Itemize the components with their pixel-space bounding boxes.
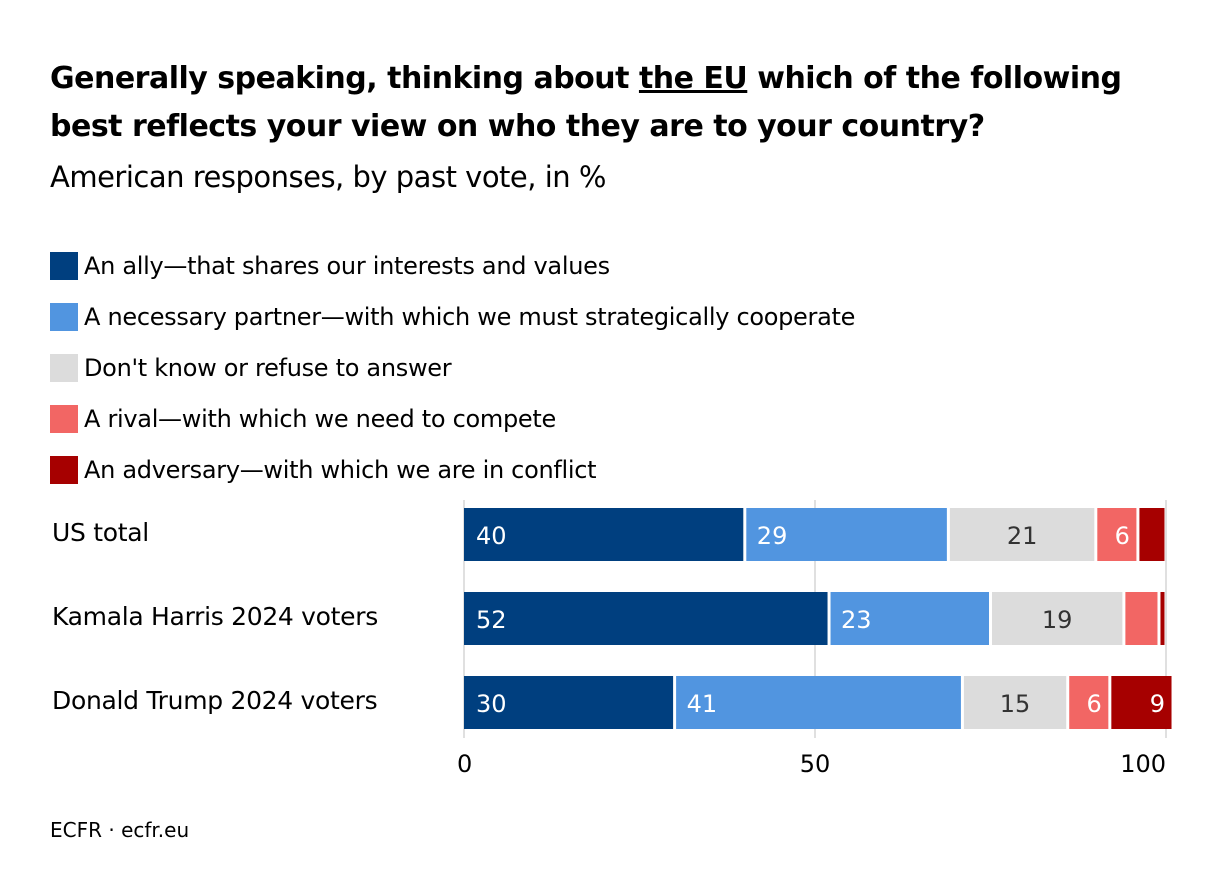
- category-label: US total: [52, 518, 149, 547]
- data-label: 6: [1115, 522, 1130, 550]
- legend-label: Don't know or refuse to answer: [84, 353, 452, 382]
- data-label: 9: [1150, 690, 1165, 718]
- data-label: 41: [687, 690, 718, 718]
- data-label: 21: [1007, 522, 1038, 550]
- bar-segment: [464, 592, 828, 645]
- category-label: Donald Trump 2024 voters: [52, 686, 378, 715]
- legend-swatch: [50, 455, 78, 484]
- legend-swatch: [50, 251, 78, 280]
- bar-segment: [1160, 592, 1165, 645]
- bar-segment: [963, 676, 1067, 729]
- legend-label: An ally—that shares our interests and va…: [84, 251, 610, 280]
- bar-segment: [1097, 508, 1137, 561]
- legend-item: An ally—that shares our interests and va…: [50, 240, 855, 291]
- legend-swatch: [50, 404, 78, 433]
- legend-item: A necessary partner—with which we must s…: [50, 291, 855, 342]
- data-label: 52: [476, 606, 507, 634]
- chart-title: Generally speaking, thinking about the E…: [50, 55, 1200, 151]
- x-tick-label: 50: [800, 750, 831, 778]
- legend-swatch: [50, 302, 78, 331]
- data-label: 6: [1087, 690, 1102, 718]
- title-emphasis: the EU: [638, 61, 748, 96]
- bar-segment: [676, 676, 961, 729]
- legend-label: A necessary partner—with which we must s…: [84, 302, 856, 331]
- data-label: 19: [1042, 606, 1073, 634]
- x-tick-label: 100: [1120, 750, 1166, 778]
- data-label: 29: [757, 522, 788, 550]
- bar-segment: [992, 592, 1123, 645]
- bar-segment: [1139, 508, 1165, 561]
- data-label: 15: [1000, 690, 1031, 718]
- legend-item: An adversary—with which we are in confli…: [50, 444, 855, 495]
- x-tick-label: 0: [457, 750, 472, 778]
- data-label: 30: [476, 690, 507, 718]
- legend-swatch: [50, 353, 78, 382]
- legend-item: Don't know or refuse to answer: [50, 342, 855, 393]
- title-text: which of the following best reflects you…: [50, 61, 1122, 144]
- legend-label: An adversary—with which we are in confli…: [84, 455, 597, 484]
- bar-segment: [949, 508, 1095, 561]
- bar-segment: [464, 676, 674, 729]
- source: ECFR · ecfr.eu: [50, 818, 190, 842]
- legend-item: A rival—with which we need to compete: [50, 393, 855, 444]
- chart-subtitle: American responses, by past vote, in %: [50, 160, 606, 194]
- data-label: 40: [476, 522, 507, 550]
- bar-segment: [1111, 676, 1172, 729]
- title-text: Generally speaking, thinking about: [50, 61, 639, 96]
- bar-segment: [1069, 676, 1109, 729]
- category-label: Kamala Harris 2024 voters: [52, 602, 378, 631]
- legend: An ally—that shares our interests and va…: [50, 240, 855, 495]
- legend-label: A rival—with which we need to compete: [84, 404, 556, 433]
- bar-segment: [830, 592, 989, 645]
- bar-segment: [746, 508, 947, 561]
- bar-segment: [464, 508, 744, 561]
- bar-segment: [1125, 592, 1158, 645]
- data-label: 23: [841, 606, 872, 634]
